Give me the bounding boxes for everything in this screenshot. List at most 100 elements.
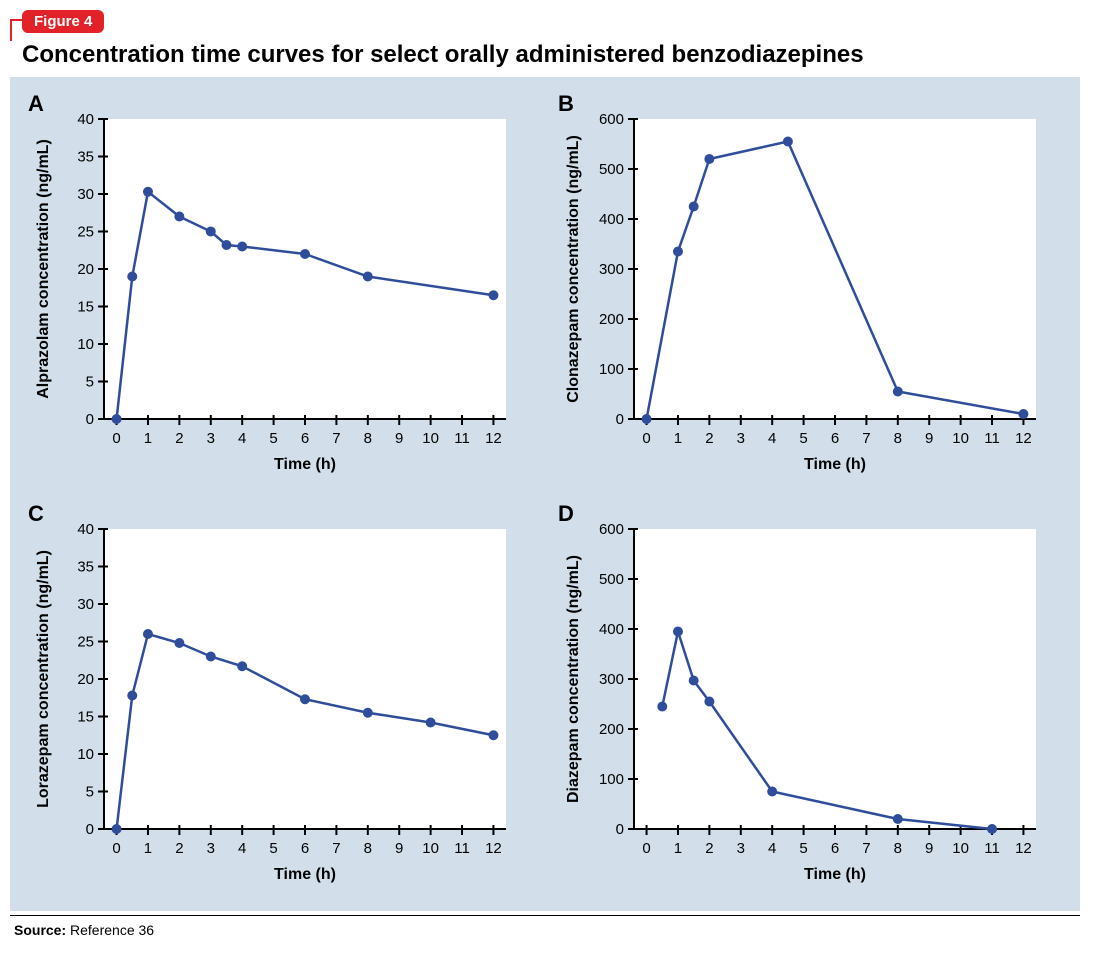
- svg-text:25: 25: [77, 634, 94, 651]
- panel-letter: D: [558, 501, 574, 527]
- svg-text:400: 400: [599, 211, 624, 228]
- svg-text:4: 4: [768, 430, 776, 447]
- svg-text:5: 5: [799, 840, 807, 857]
- svg-text:0: 0: [616, 411, 624, 428]
- svg-text:5: 5: [86, 374, 94, 391]
- svg-text:8: 8: [894, 840, 902, 857]
- source-label: Source:: [14, 922, 66, 938]
- svg-text:11: 11: [454, 840, 470, 857]
- svg-text:15: 15: [77, 299, 94, 316]
- svg-text:0: 0: [616, 821, 624, 838]
- svg-text:0: 0: [642, 430, 650, 447]
- svg-text:10: 10: [77, 746, 94, 763]
- svg-text:100: 100: [599, 361, 624, 378]
- svg-text:4: 4: [768, 840, 776, 857]
- svg-text:0: 0: [642, 840, 650, 857]
- svg-text:40: 40: [77, 111, 94, 128]
- svg-text:2: 2: [175, 840, 183, 857]
- svg-text:7: 7: [862, 430, 870, 447]
- svg-text:Diazepam concentration (ng/mL): Diazepam concentration (ng/mL): [565, 555, 582, 803]
- svg-text:600: 600: [599, 521, 624, 538]
- svg-text:20: 20: [77, 261, 94, 278]
- svg-text:5: 5: [269, 430, 277, 447]
- svg-text:12: 12: [1015, 840, 1032, 857]
- svg-text:35: 35: [77, 149, 94, 166]
- svg-text:3: 3: [207, 430, 215, 447]
- svg-text:3: 3: [737, 840, 745, 857]
- svg-text:9: 9: [925, 430, 933, 447]
- svg-text:0: 0: [112, 840, 120, 857]
- svg-text:9: 9: [395, 840, 403, 857]
- svg-text:7: 7: [332, 430, 340, 447]
- svg-text:40: 40: [77, 521, 94, 538]
- svg-text:1: 1: [674, 430, 682, 447]
- svg-text:500: 500: [599, 161, 624, 178]
- panel-c: C05101520253035400123456789101112Time (h…: [20, 501, 540, 901]
- svg-text:4: 4: [238, 430, 246, 447]
- chart-d: 01002003004005006000123456789101112Time …: [550, 501, 1070, 901]
- svg-text:30: 30: [77, 596, 94, 613]
- svg-text:25: 25: [77, 224, 94, 241]
- figure-badge-wrap: Figure 4: [10, 10, 1080, 39]
- figure-badge: Figure 4: [22, 10, 104, 33]
- svg-text:30: 30: [77, 186, 94, 203]
- svg-text:20: 20: [77, 671, 94, 688]
- svg-text:11: 11: [454, 430, 470, 447]
- svg-text:Time (h): Time (h): [274, 456, 336, 473]
- svg-text:2: 2: [705, 840, 713, 857]
- svg-text:Alprazolam concentration (ng/m: Alprazolam concentration (ng/mL): [35, 139, 52, 399]
- svg-text:0: 0: [86, 411, 94, 428]
- svg-text:6: 6: [301, 430, 309, 447]
- svg-text:35: 35: [77, 559, 94, 576]
- svg-text:11: 11: [984, 430, 1000, 447]
- chart-a: 05101520253035400123456789101112Time (h)…: [20, 91, 540, 491]
- svg-text:10: 10: [952, 430, 969, 447]
- svg-text:9: 9: [925, 840, 933, 857]
- figure-header: Figure 4 Concentration time curves for s…: [10, 10, 1080, 69]
- svg-text:12: 12: [485, 430, 502, 447]
- panel-letter: C: [28, 501, 44, 527]
- svg-text:10: 10: [77, 336, 94, 353]
- svg-text:8: 8: [364, 430, 372, 447]
- svg-text:300: 300: [599, 261, 624, 278]
- svg-text:Clonazepam concentration (ng/m: Clonazepam concentration (ng/mL): [565, 135, 582, 403]
- svg-text:5: 5: [799, 430, 807, 447]
- panel-letter: B: [558, 91, 574, 117]
- svg-text:3: 3: [207, 840, 215, 857]
- svg-text:Time (h): Time (h): [274, 866, 336, 883]
- svg-text:11: 11: [984, 840, 1000, 857]
- svg-text:1: 1: [144, 840, 152, 857]
- svg-text:12: 12: [1015, 430, 1032, 447]
- svg-text:5: 5: [86, 784, 94, 801]
- svg-text:600: 600: [599, 111, 624, 128]
- svg-text:9: 9: [395, 430, 403, 447]
- svg-text:12: 12: [485, 840, 502, 857]
- svg-text:10: 10: [422, 840, 439, 857]
- svg-text:15: 15: [77, 709, 94, 726]
- svg-text:Time (h): Time (h): [804, 866, 866, 883]
- chart-b: 01002003004005006000123456789101112Time …: [550, 91, 1070, 491]
- svg-text:Lorazepam concentration (ng/mL: Lorazepam concentration (ng/mL): [35, 550, 52, 808]
- panel-letter: A: [28, 91, 44, 117]
- svg-text:100: 100: [599, 771, 624, 788]
- svg-text:10: 10: [422, 430, 439, 447]
- svg-text:2: 2: [705, 430, 713, 447]
- svg-text:400: 400: [599, 621, 624, 638]
- svg-text:200: 200: [599, 721, 624, 738]
- svg-text:Time (h): Time (h): [804, 456, 866, 473]
- svg-text:6: 6: [301, 840, 309, 857]
- svg-text:2: 2: [175, 430, 183, 447]
- chart-c: 05101520253035400123456789101112Time (h)…: [20, 501, 540, 901]
- svg-text:1: 1: [144, 430, 152, 447]
- svg-text:4: 4: [238, 840, 246, 857]
- svg-text:6: 6: [831, 430, 839, 447]
- source-text: Reference 36: [66, 922, 154, 938]
- source-line: Source: Reference 36: [10, 915, 1080, 942]
- svg-text:0: 0: [86, 821, 94, 838]
- panels-grid: A05101520253035400123456789101112Time (h…: [10, 77, 1080, 911]
- svg-text:500: 500: [599, 571, 624, 588]
- svg-text:7: 7: [862, 840, 870, 857]
- panel-b: B01002003004005006000123456789101112Time…: [550, 91, 1070, 491]
- svg-text:7: 7: [332, 840, 340, 857]
- svg-text:6: 6: [831, 840, 839, 857]
